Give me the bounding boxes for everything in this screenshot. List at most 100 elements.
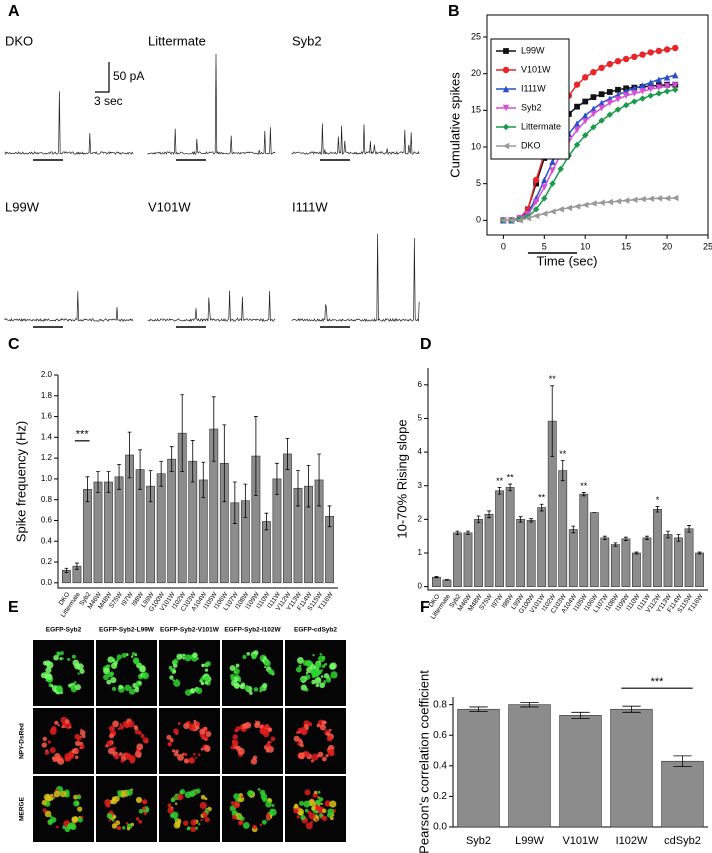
fluorescence <box>327 808 334 816</box>
fluorescence <box>190 688 196 694</box>
fluorescence <box>140 733 145 739</box>
y-tick-label: 1.4 <box>41 432 53 441</box>
fluorescence <box>71 749 76 754</box>
fluorescence <box>76 736 82 741</box>
significance-label: ** <box>559 449 567 459</box>
y-tick-label: 6 <box>418 380 423 389</box>
legend-box <box>490 38 570 160</box>
marker <box>502 66 510 74</box>
panel-label: B <box>448 3 460 20</box>
marker <box>598 117 605 124</box>
fluorescence <box>271 804 275 808</box>
marker <box>606 60 613 68</box>
row-label: NPY-DsRed <box>19 723 26 759</box>
marker <box>549 158 556 165</box>
fluorescence <box>50 816 57 823</box>
y-tick-label: 25 <box>471 31 481 41</box>
marker <box>606 99 613 107</box>
fluorescence <box>232 742 237 747</box>
bar <box>167 458 177 584</box>
marker <box>532 206 540 213</box>
fluorescence <box>174 817 178 821</box>
fluorescence <box>298 752 305 760</box>
fluorescence <box>320 675 324 678</box>
fluorescence <box>193 752 196 756</box>
fluorescence <box>167 807 174 814</box>
marker <box>573 120 581 127</box>
significance-label: ** <box>580 481 588 491</box>
marker <box>565 204 573 212</box>
error-bar <box>581 492 586 497</box>
fluorescence <box>325 754 329 758</box>
y-tick-label: 1.0 <box>41 474 53 483</box>
error-bar <box>317 453 321 507</box>
marker <box>582 74 589 81</box>
fluorescence <box>233 670 238 674</box>
fluorescence <box>300 677 305 682</box>
error-bar <box>180 394 185 473</box>
marker <box>502 104 510 112</box>
fluorescence <box>237 814 242 819</box>
trace-label: I111W <box>292 199 328 214</box>
fluorescence <box>259 823 263 827</box>
error-bar <box>127 431 132 479</box>
fluorescence <box>204 738 207 741</box>
fluorescence <box>167 803 172 808</box>
bar <box>632 552 641 587</box>
marker <box>502 142 510 150</box>
fluorescence <box>136 743 144 751</box>
fluorescence <box>48 683 53 687</box>
fluorescence <box>264 660 271 667</box>
fluorescence <box>49 727 57 735</box>
error-bar <box>306 464 311 508</box>
legend-label: Littermate <box>521 121 561 131</box>
error-bar <box>466 530 470 535</box>
error-bar <box>275 462 279 495</box>
fluorescence <box>130 655 134 658</box>
fluorescence <box>118 752 123 757</box>
x-tick-label: V101W <box>562 835 599 847</box>
fluorescence <box>267 746 274 753</box>
y-tick-label: 3 <box>418 481 423 490</box>
fluorescence <box>205 661 210 666</box>
marker <box>503 48 509 54</box>
fluorescence <box>66 824 72 829</box>
fluorescence <box>326 736 333 742</box>
fluorescence <box>265 801 272 808</box>
scale-bar <box>95 62 110 93</box>
fluorescence <box>114 754 120 760</box>
fluorescence <box>109 733 115 739</box>
marker <box>541 195 548 202</box>
fluorescence <box>320 802 323 806</box>
marker <box>590 69 597 76</box>
fluorescence <box>270 741 273 744</box>
marker <box>541 210 548 217</box>
fluorescence <box>202 812 208 818</box>
bar <box>661 760 704 828</box>
fluorescence <box>329 662 337 670</box>
marker <box>639 82 646 89</box>
y-tick-label: 0 <box>476 215 481 225</box>
fluorescence <box>262 797 268 803</box>
fluorescence <box>77 806 83 812</box>
bar <box>457 708 500 828</box>
y-tick-label: 0.6 <box>41 516 53 525</box>
error-bar <box>211 396 216 462</box>
fluorescence <box>116 658 120 662</box>
fluorescence <box>176 823 180 827</box>
fluorescence <box>251 653 257 660</box>
fluorescence <box>172 679 175 682</box>
y-tick-label: 1 <box>418 548 423 557</box>
panel-label: D <box>420 336 432 353</box>
error-bar <box>106 471 111 493</box>
error-bar <box>560 460 565 482</box>
fluorescence <box>242 654 247 660</box>
fluorescence <box>79 668 85 674</box>
marker <box>582 112 589 119</box>
x-tick-label: 5 <box>542 241 547 251</box>
fluorescence <box>324 800 331 807</box>
marker <box>573 141 581 148</box>
fluorescence <box>238 798 242 802</box>
error-bar <box>232 481 237 524</box>
fluorescence <box>230 745 235 750</box>
